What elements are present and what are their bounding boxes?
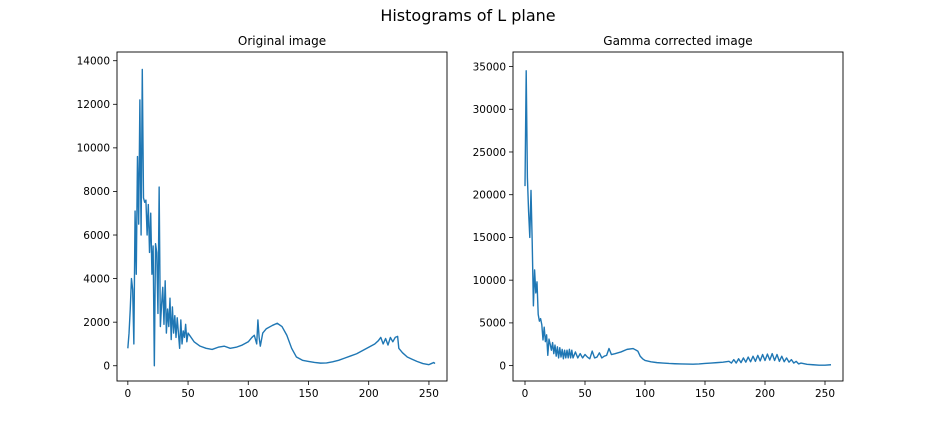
x-tick: 0	[522, 381, 529, 400]
x-tick-label: 200	[755, 388, 775, 400]
x-tick-label: 150	[298, 388, 318, 400]
series-line	[524, 70, 832, 366]
y-tick-label: 2000	[83, 317, 110, 329]
y-tick: 10000	[473, 275, 513, 287]
y-tick-label: 5000	[479, 318, 506, 330]
y-tick-label: 14000	[77, 56, 110, 68]
y-tick: 14000	[77, 56, 117, 68]
y-tick-label: 30000	[473, 104, 506, 116]
y-tick-label: 10000	[473, 275, 506, 287]
x-tick-label: 100	[238, 388, 258, 400]
y-tick: 12000	[77, 99, 117, 111]
y-tick: 0	[499, 360, 513, 372]
chart-title: Original image	[238, 34, 326, 48]
y-tick: 5000	[479, 318, 513, 330]
y-tick-label: 10000	[77, 143, 110, 155]
x-tick-label: 0	[124, 388, 131, 400]
y-tick-label: 0	[103, 361, 110, 373]
figure-title: Histograms of L plane	[380, 6, 556, 25]
x-tick: 100	[238, 381, 258, 400]
x-tick: 50	[578, 381, 592, 400]
x-tick-label: 150	[695, 388, 715, 400]
y-tick: 20000	[473, 190, 513, 202]
y-tick: 35000	[473, 61, 513, 73]
y-tick: 4000	[83, 273, 117, 285]
chart-title: Gamma corrected image	[603, 34, 752, 48]
axes-frame	[512, 51, 844, 382]
x-tick: 200	[755, 381, 775, 400]
y-tick-label: 4000	[83, 273, 110, 285]
series-line	[127, 68, 436, 367]
y-tick: 0	[103, 361, 117, 373]
x-tick: 150	[298, 381, 319, 400]
chart-panel-original: Original image 0 50 100 150 200 250 0 2000 4000 60…	[77, 34, 448, 400]
y-tick: 6000	[83, 230, 117, 242]
x-tick-label: 50	[578, 388, 591, 400]
y-tick: 25000	[473, 147, 513, 159]
y-tick-label: 15000	[473, 232, 506, 244]
y-tick: 10000	[77, 143, 117, 155]
x-tick: 250	[419, 381, 439, 400]
x-tick: 50	[181, 381, 195, 400]
y-tick-label: 0	[499, 360, 506, 372]
y-tick-label: 20000	[473, 190, 506, 202]
axes-frame	[116, 51, 448, 382]
chart-panel-gamma-corrected: Gamma corrected image 0 50 100 150 200 250 0 500…	[473, 34, 844, 400]
y-tick-label: 12000	[77, 99, 110, 111]
x-tick-label: 250	[815, 388, 835, 400]
x-tick-label: 50	[181, 388, 194, 400]
y-tick-label: 6000	[83, 230, 110, 242]
y-tick-label: 8000	[83, 186, 110, 198]
y-tick: 8000	[83, 186, 117, 198]
x-tick-label: 200	[359, 388, 379, 400]
x-tick: 250	[815, 381, 835, 400]
x-tick: 150	[695, 381, 715, 400]
x-tick-label: 100	[635, 388, 655, 400]
x-tick-label: 250	[419, 388, 439, 400]
y-tick-label: 35000	[473, 61, 506, 73]
x-tick: 0	[124, 381, 131, 400]
y-tick: 2000	[83, 317, 117, 329]
y-tick-label: 25000	[473, 147, 506, 159]
y-tick: 15000	[473, 232, 513, 244]
x-tick: 100	[635, 381, 655, 400]
x-tick-label: 0	[522, 388, 529, 400]
x-tick: 200	[359, 381, 379, 400]
y-tick: 30000	[473, 104, 513, 116]
